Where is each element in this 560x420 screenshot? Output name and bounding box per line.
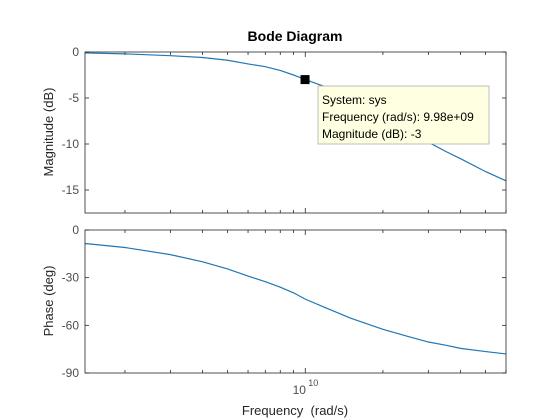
- phase-series-line[interactable]: [84, 242, 507, 355]
- phase-y-ticks: 0 -30 -60 -90: [62, 223, 506, 380]
- magnitude-y-tick-label: -15: [62, 183, 80, 197]
- phase-y-tick-label: -90: [62, 366, 80, 380]
- data-tip-line-3: Magnitude (dB): -3: [322, 127, 422, 141]
- data-tip[interactable]: System: sys Frequency (rad/s): 9.98e+09 …: [300, 75, 490, 145]
- x-tick-label-exponent: 10: [308, 378, 318, 388]
- magnitude-y-tick-label: -10: [62, 137, 80, 151]
- x-tick-label: 10 10: [293, 378, 319, 397]
- magnitude-axes-box: [84, 51, 507, 214]
- phase-x-ticks: [124, 230, 507, 373]
- phase-ylabel: Phase (deg): [41, 266, 56, 337]
- phase-plot-area: [85, 230, 506, 373]
- x-axis-label: Frequency (rad/s): [242, 403, 348, 418]
- data-tip-line-1: System: sys: [322, 93, 387, 107]
- x-tick-label-base: 10: [293, 383, 307, 397]
- magnitude-y-tick-label: 0: [72, 45, 79, 59]
- phase-axes-box: [84, 229, 507, 374]
- phase-y-tick-label: -30: [62, 271, 80, 285]
- phase-y-tick-label: -60: [62, 318, 80, 332]
- chart-title: Bode Diagram: [248, 28, 343, 44]
- data-tip-line-2: Frequency (rad/s): 9.98e+09: [322, 110, 474, 124]
- magnitude-y-tick-label: -5: [68, 91, 79, 105]
- magnitude-y-ticks: 0 -5 -10 -15: [62, 45, 506, 197]
- phase-axes[interactable]: 0 -30 -60 -90 Phase (deg): [41, 223, 507, 380]
- data-tip-marker[interactable]: [300, 75, 310, 85]
- phase-y-tick-label: 0: [72, 223, 79, 237]
- magnitude-ylabel: Magnitude (dB): [41, 88, 56, 177]
- data-tip-box: [317, 85, 490, 145]
